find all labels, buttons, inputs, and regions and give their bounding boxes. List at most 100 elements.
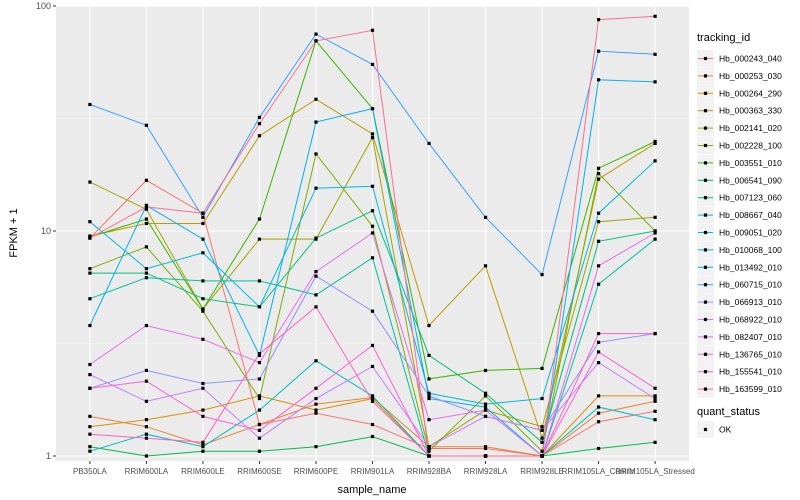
data-point-Hb_006541_090	[201, 449, 205, 453]
legend-label: Hb_163599_010	[719, 384, 782, 394]
data-point-Hb_002228_100	[201, 309, 205, 313]
legend-label: Hb_000264_290	[719, 88, 782, 98]
data-point-Hb_008667_040	[144, 276, 149, 280]
data-point-Hb_082407_010	[88, 362, 92, 367]
legend-key-point	[703, 74, 708, 78]
data-point-Hb_136765_010	[596, 350, 601, 354]
legend-key-point	[703, 230, 708, 235]
data-point-Hb_013492_010	[370, 106, 375, 111]
data-point-Hb_010068_100	[653, 159, 657, 163]
y-axis-title: FPKM + 1	[8, 208, 20, 257]
legend-key-point	[703, 317, 708, 322]
data-point-Hb_155541_010	[144, 436, 149, 440]
data-point-Hb_066913_010	[201, 381, 205, 386]
x-tick-label: RRIM600SE	[237, 467, 281, 476]
data-point-Hb_068922_010	[653, 396, 657, 401]
data-point-Hb_163599_010	[257, 122, 262, 126]
data-point-Hb_013492_010	[653, 80, 657, 84]
data-point-Hb_003551_010	[257, 217, 262, 221]
data-point-Hb_163599_010	[483, 454, 488, 458]
legend-label: Hb_082407_010	[719, 332, 782, 342]
data-point-Hb_008667_040	[88, 297, 92, 301]
data-point-Hb_003551_010	[540, 366, 544, 371]
x-tick-label: RRIM600LE	[181, 467, 225, 476]
legend-label: Hb_003551_010	[719, 158, 782, 168]
x-tick-label: RRIM105LA_Control	[562, 467, 636, 476]
data-point-Hb_000264_290	[370, 396, 375, 401]
data-point-Hb_000363_330	[596, 177, 601, 181]
legend-key-point	[703, 300, 708, 304]
data-point-Hb_000264_290	[88, 425, 92, 429]
legend-label: Hb_000363_330	[719, 106, 782, 116]
data-point-Hb_002141_020	[596, 220, 601, 224]
x-tick-label: RRIM928LE	[520, 467, 564, 476]
data-point-Hb_010068_100	[483, 402, 488, 406]
data-point-Hb_003551_010	[483, 368, 488, 373]
data-point-Hb_163599_010	[201, 211, 205, 215]
legend-label: Hb_155541_010	[719, 367, 782, 377]
data-point-Hb_163599_010	[314, 39, 318, 43]
data-point-Hb_163599_010	[88, 236, 92, 240]
data-point-Hb_000243_040	[483, 446, 488, 451]
data-point-Hb_000264_290	[596, 394, 601, 398]
shape-legend-title: quant_status	[697, 406, 760, 418]
series-points	[88, 14, 657, 458]
legend-label: Hb_010068_100	[719, 245, 782, 255]
data-point-Hb_003551_010	[427, 377, 431, 381]
legend-key-point	[703, 178, 708, 182]
data-point-Hb_000264_290	[144, 418, 149, 422]
legend-key-point	[703, 109, 708, 113]
data-point-Hb_006541_090	[596, 446, 601, 451]
data-point-Hb_007123_060	[370, 209, 375, 213]
x-tick-label: RRIM600PE	[294, 467, 338, 476]
data-point-Hb_013492_010	[427, 396, 431, 401]
data-point-Hb_013492_010	[257, 353, 262, 357]
data-point-Hb_000363_330	[201, 221, 205, 226]
data-point-Hb_060715_010	[314, 32, 318, 36]
data-point-Hb_006541_090	[653, 440, 657, 444]
data-point-Hb_008667_040	[314, 293, 318, 297]
data-point-Hb_002141_020	[370, 136, 375, 140]
data-point-Hb_155541_010	[314, 305, 318, 309]
legend-label: Hb_002228_100	[719, 141, 782, 151]
legend-label: Hb_008667_040	[719, 210, 782, 220]
legend-label: Hb_068922_010	[719, 315, 782, 325]
data-point-Hb_000363_330	[540, 436, 544, 440]
data-point-Hb_002228_100	[314, 152, 318, 156]
data-point-Hb_068922_010	[201, 386, 205, 390]
data-point-Hb_007123_060	[540, 440, 544, 444]
data-point-Hb_000363_330	[257, 134, 262, 138]
data-point-Hb_003551_010	[596, 166, 601, 170]
data-point-Hb_002228_100	[257, 396, 262, 401]
data-point-Hb_010068_100	[257, 305, 262, 309]
data-point-Hb_010068_100	[540, 396, 544, 401]
data-point-Hb_155541_010	[257, 352, 262, 356]
data-point-Hb_060715_010	[653, 52, 657, 56]
shape-legend-key-point	[703, 427, 708, 432]
legend-label: Hb_000243_040	[719, 54, 782, 64]
data-point-Hb_082407_010	[596, 264, 601, 268]
data-point-Hb_068922_010	[427, 445, 431, 449]
x-tick-label: RRIM928LA	[464, 467, 508, 476]
data-point-Hb_060715_010	[596, 49, 601, 53]
data-point-Hb_000253_030	[201, 443, 205, 447]
data-point-Hb_136765_010	[201, 414, 205, 418]
data-point-Hb_082407_010	[257, 361, 262, 365]
data-point-Hb_008667_040	[201, 279, 205, 283]
data-point-Hb_006541_090	[88, 445, 92, 449]
data-point-Hb_010068_100	[370, 184, 375, 188]
legend-key-point	[703, 196, 708, 200]
legend-key-point	[703, 126, 708, 130]
data-point-Hb_082407_010	[427, 418, 431, 422]
data-point-Hb_000253_030	[314, 402, 318, 406]
data-point-Hb_002141_020	[144, 207, 149, 211]
data-point-Hb_009051_020	[88, 449, 92, 453]
data-point-Hb_082407_010	[370, 231, 375, 235]
data-point-Hb_007123_060	[201, 297, 205, 301]
y-tick-label: 10	[41, 226, 51, 236]
data-point-Hb_000363_330	[653, 141, 657, 146]
legend-key-point	[703, 265, 708, 269]
data-point-Hb_002141_020	[257, 237, 262, 241]
data-point-Hb_060715_010	[201, 215, 205, 219]
data-point-Hb_000363_330	[483, 264, 488, 268]
